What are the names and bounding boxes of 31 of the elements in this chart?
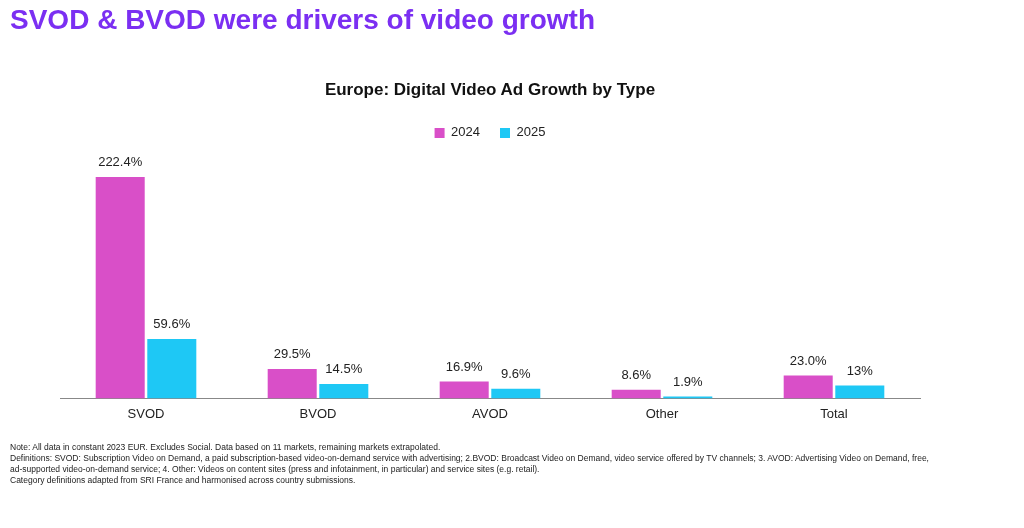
bar [319, 383, 369, 399]
chart-title: SVOD & BVOD were drivers of video growth [10, 4, 596, 36]
bar [783, 375, 833, 399]
data-label: 13% [846, 362, 874, 378]
x-tick-label: SVOD [127, 405, 165, 421]
text: Definitions: SVOD: Subscription Video on Demand, a paid subscription-based video-on-demand service with advertising; 2.BVOD: Broadcast Video on Demand, video service offered by TV channels; 3. AVOD: Advertising Video on Demand, free, ad-supported video-on-demand service; 4. Other: Videos on content sites (press and infotainment, in particular) and service sites (e.g. retail). [10, 453, 930, 475]
x-tick-label: Other [645, 405, 679, 421]
legend-label: 2024 [451, 124, 480, 140]
bar [267, 369, 317, 399]
x-tick-label: Total [820, 405, 848, 421]
bar [147, 339, 197, 399]
data-label: 16.9% [445, 358, 484, 374]
bar [95, 176, 145, 399]
data-label: 9.6% [500, 365, 532, 381]
chart-subtitle: Europe: Digital Video Ad Growth by Type [324, 79, 656, 99]
bar [439, 381, 489, 399]
x-tick-label: BVOD [299, 405, 337, 421]
legend-label: 2025 [516, 124, 546, 140]
bar [491, 388, 541, 399]
data-label: 14.5% [325, 361, 363, 377]
text: Category definitions adapted from SRI France and harmonised across country submissions. [10, 475, 357, 486]
data-label: 1.9% [672, 373, 704, 389]
data-label: 222.4% [98, 153, 143, 169]
bar [611, 389, 661, 399]
data-label: 59.6% [153, 316, 191, 332]
data-label: 8.6% [621, 366, 652, 382]
bar [835, 385, 885, 399]
data-label: 29.5% [273, 346, 312, 362]
text: Note: All data in constant 2023 EUR. Excludes Social. Data based on 11 markets, remaining markets extrapolated. [10, 442, 442, 453]
x-tick-label: AVOD [472, 405, 508, 421]
data-label: 23.0% [789, 352, 828, 368]
